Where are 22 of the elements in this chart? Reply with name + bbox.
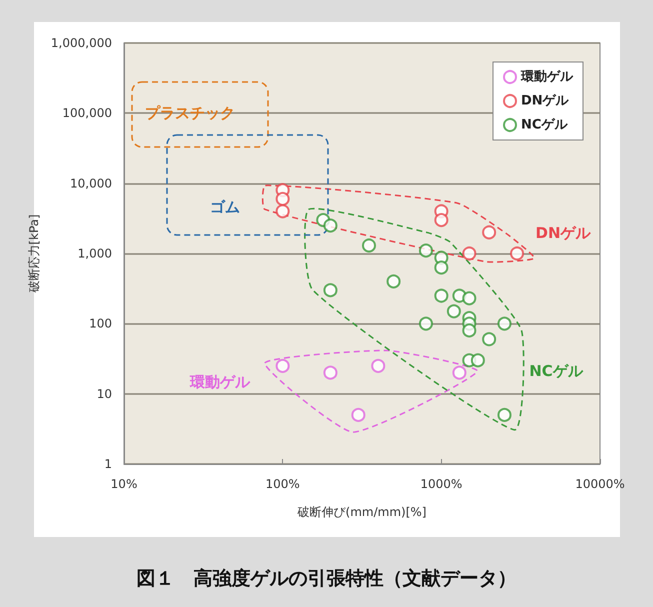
text: 図１ 高強度ゲルの引張特性（文献データ）	[136, 568, 516, 590]
legend-label: NCゲル	[521, 118, 568, 132]
y-tick-label: 1,000,000	[50, 36, 112, 50]
annotation: ゴム	[210, 198, 240, 216]
x-axis-title: 破断伸び(mm/mm)[%]	[296, 505, 426, 519]
legend-label: DNゲル	[521, 94, 570, 108]
y-tick-label: 1,000	[78, 246, 112, 260]
x-tick-label: 100%	[266, 477, 300, 491]
y-tick-label: 10,000	[70, 176, 112, 190]
y-tick-label: 1	[104, 457, 112, 471]
annotation: NCゲル	[529, 362, 584, 380]
annotation: プラスチック	[145, 104, 235, 122]
y-tick-label: 10	[96, 386, 112, 401]
annotation: 環動ゲル	[189, 373, 251, 391]
y-tick-label: 100,000	[62, 106, 112, 120]
x-tick-label: 10000%	[575, 477, 625, 491]
x-tick-label: 10%	[110, 477, 138, 491]
annotation: DNゲル	[535, 224, 592, 242]
legend-label: 環動ゲル	[520, 70, 574, 84]
y-axis-title: 破断応力[kPa]	[27, 214, 42, 294]
y-tick-label: 100	[89, 316, 112, 331]
x-tick-label: 1000%	[420, 477, 462, 491]
